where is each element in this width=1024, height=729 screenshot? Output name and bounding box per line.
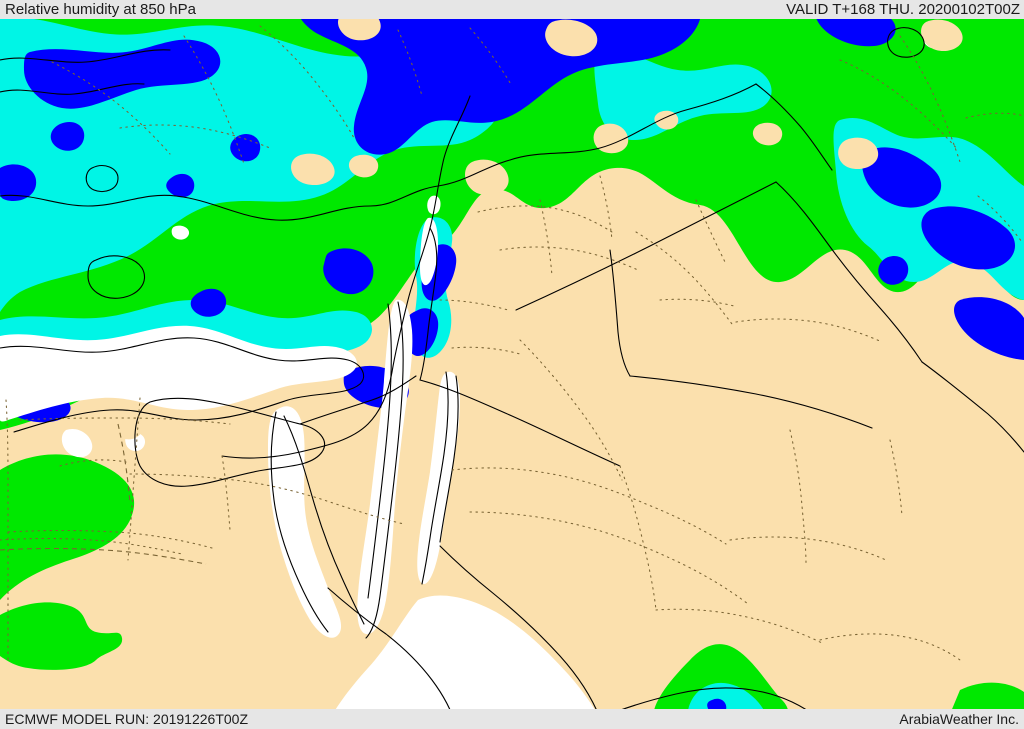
coastlines-and-borders: [0, 27, 1024, 727]
page-title: Relative humidity at 850 hPa: [5, 1, 196, 18]
provider-credit-label: ArabiaWeather Inc.: [899, 711, 1019, 727]
humidity-band-white: [0, 26, 947, 726]
model-run-label: ECMWF MODEL RUN: 20191226T00Z: [5, 711, 248, 727]
header-bar: Relative humidity at 850 hPa VALID T+168…: [0, 0, 1024, 19]
national-borders-dashed: [0, 423, 207, 565]
footer-bar: ECMWF MODEL RUN: 20191226T00Z ArabiaWeat…: [0, 709, 1024, 729]
valid-time-label: VALID T+168 THU. 20200102T00Z: [786, 1, 1020, 18]
internal-boundaries-dotted: [0, 25, 1024, 661]
dry-pockets-tan: [112, 7, 963, 440]
